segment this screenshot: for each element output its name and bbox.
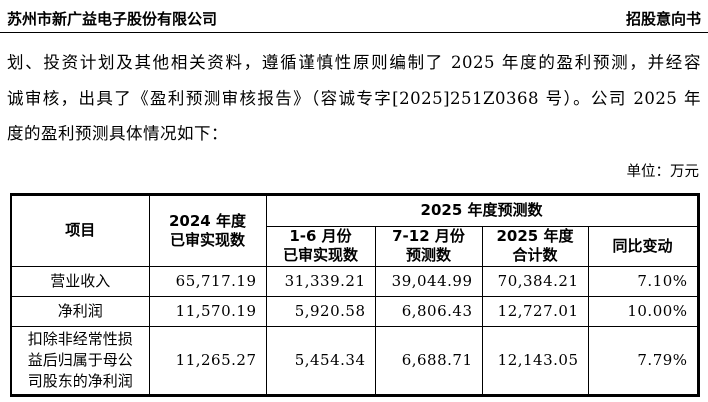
paragraph-line-2: 诚审核，出具了《盈利预测审核报告》（容诚专字[2025]251Z0368 号）。… bbox=[7, 88, 701, 108]
header-2024-actual-line1: 2024 年度 bbox=[169, 211, 246, 230]
paragraph-line-3: 度的盈利预测具体情况如下： bbox=[7, 124, 228, 143]
net-profit-h1-actual: 5,920.58 bbox=[265, 295, 376, 327]
table-row-deducted-net-profit: 扣除非经常性损益后归属于母公司股东的净利润 11,265.27 5,454.34… bbox=[10, 325, 699, 396]
page-header: 苏州市新广益电子股份有限公司 招股意向书 bbox=[0, 0, 708, 33]
doc-type-label: 招股意向书 bbox=[625, 10, 701, 28]
body-paragraph: 划、投资计划及其他相关资料，遵循谨慎性原则编制了 2025 年度的盈利预测，并经… bbox=[0, 45, 708, 152]
row-item-label: 扣除非经常性损益后归属于母公司股东的净利润 bbox=[10, 325, 150, 396]
header-h1-actual: 1-6 月份 已审实现数 bbox=[265, 225, 376, 267]
header-2025-total-line1: 2025 年度 bbox=[496, 227, 574, 245]
deducted-yoy-change: 7.79% bbox=[587, 325, 699, 396]
header-h1-actual-line2: 已审实现数 bbox=[282, 246, 358, 264]
net-profit-2025-total: 12,727.01 bbox=[481, 295, 589, 327]
net-profit-h2-forecast: 6,806.43 bbox=[374, 295, 483, 327]
header-2024-actual: 2024 年度 已审实现数 bbox=[148, 193, 267, 267]
row-item-label: 净利润 bbox=[10, 295, 150, 327]
header-item: 项目 bbox=[10, 193, 150, 267]
row-item-label: 营业收入 bbox=[10, 265, 150, 297]
header-2025-total-line2: 合计数 bbox=[512, 246, 558, 264]
header-2025-forecast-group: 2025 年度预测数 bbox=[265, 193, 699, 227]
revenue-h1-actual: 31,339.21 bbox=[265, 265, 376, 297]
table-row-net-profit: 净利润 11,570.19 5,920.58 6,806.43 12,727.0… bbox=[10, 295, 699, 327]
header-yoy-change: 同比变动 bbox=[587, 225, 699, 267]
net-profit-2024-actual: 11,570.19 bbox=[148, 295, 267, 327]
paragraph-line-1: 划、投资计划及其他相关资料，遵循谨慎性原则编制了 2025 年度的盈利预测，并经… bbox=[7, 53, 701, 72]
deducted-h2-forecast: 6,688.71 bbox=[374, 325, 483, 396]
deducted-2024-actual: 11,265.27 bbox=[148, 325, 267, 396]
revenue-yoy-change: 7.10% bbox=[587, 265, 699, 297]
net-profit-yoy-change: 10.00% bbox=[587, 295, 699, 327]
header-h2-forecast: 7-12 月份 预测数 bbox=[374, 225, 483, 267]
header-h2-forecast-line2: 预测数 bbox=[405, 246, 451, 264]
profit-forecast-table: 项目 2024 年度 已审实现数 2025 年度预测数 1-6 月份 已审实现数… bbox=[10, 192, 700, 397]
revenue-2025-total: 70,384.21 bbox=[481, 265, 589, 297]
deducted-2025-total: 12,143.05 bbox=[481, 325, 589, 396]
table-row-revenue: 营业收入 65,717.19 31,339.21 39,044.99 70,38… bbox=[10, 265, 699, 297]
company-name: 苏州市新广益电子股份有限公司 bbox=[7, 10, 218, 28]
header-2024-actual-line2: 已审实现数 bbox=[169, 230, 245, 249]
table-header-row-1: 项目 2024 年度 已审实现数 2025 年度预测数 bbox=[10, 193, 699, 267]
revenue-h2-forecast: 39,044.99 bbox=[374, 265, 483, 297]
header-h2-forecast-line1: 7-12 月份 bbox=[392, 227, 465, 245]
unit-label: 单位：万元 bbox=[626, 163, 700, 180]
header-2025-total: 2025 年度 合计数 bbox=[481, 225, 589, 267]
table-header-row-2: 1-6 月份 已审实现数 7-12 月份 预测数 2025 年度 合计数 同比变… bbox=[11, 225, 699, 267]
revenue-2024-actual: 65,717.19 bbox=[148, 265, 267, 297]
deducted-h1-actual: 5,454.34 bbox=[265, 325, 376, 396]
header-h1-actual-line1: 1-6 月份 bbox=[289, 227, 352, 245]
